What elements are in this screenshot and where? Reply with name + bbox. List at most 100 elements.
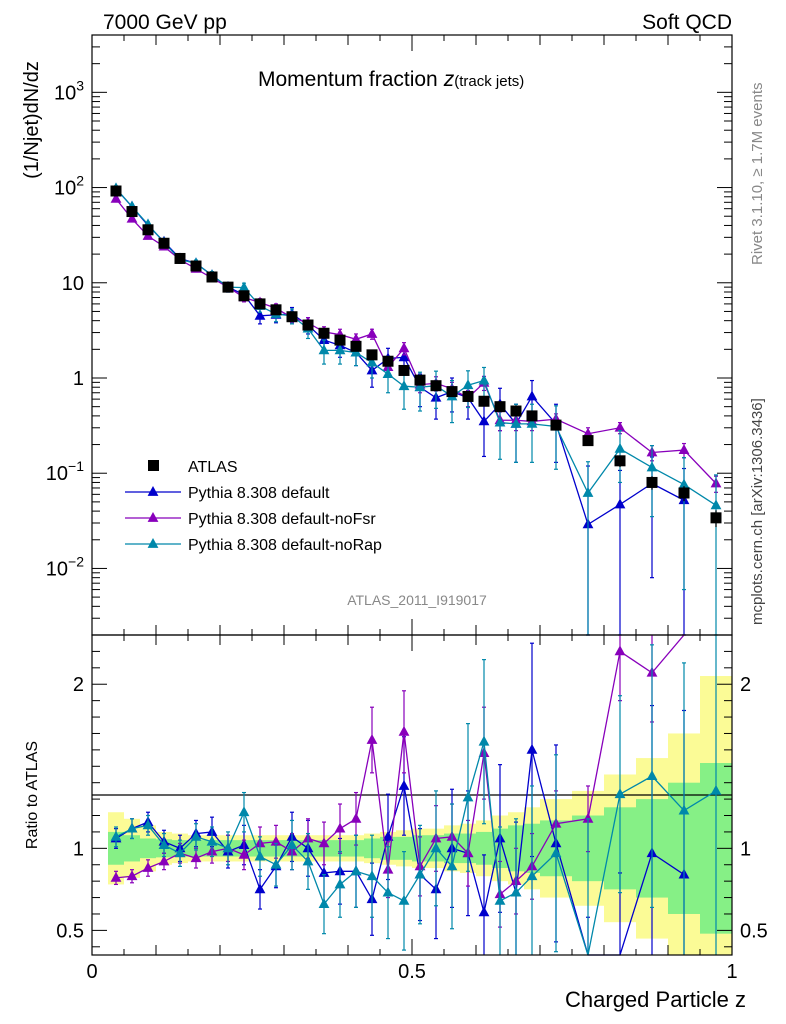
ratio-data-point xyxy=(222,842,234,853)
ratio-data-point xyxy=(614,788,626,799)
data-point xyxy=(206,271,218,283)
legend-label: Pythia 8.308 default-noRap xyxy=(188,537,382,554)
data-point xyxy=(318,334,330,345)
ratio-data-point xyxy=(318,898,330,909)
ratio-data-point xyxy=(158,855,170,866)
chart-title: Momentum fraction z(track jets) xyxy=(258,68,524,91)
y-tick-label: 10 xyxy=(62,273,84,295)
y-tick-label-text: 1 xyxy=(73,368,84,390)
uncertainty-band-inner xyxy=(396,836,412,860)
ratio-y-tick-label: 1 xyxy=(73,838,84,860)
ratio-data-point xyxy=(190,852,202,863)
data-point xyxy=(110,192,122,203)
ratio-data-point xyxy=(286,839,298,849)
data-point xyxy=(678,487,690,499)
data-point xyxy=(678,478,690,489)
data-point xyxy=(550,419,562,431)
main-y-axis-label: (1/Njet)dN/dz xyxy=(21,61,43,179)
ratio-data-point xyxy=(302,855,314,866)
ratio-data-point xyxy=(318,866,330,877)
ratio-series-2 xyxy=(110,635,722,956)
data-point xyxy=(414,374,426,386)
x-tick-label: 1 xyxy=(726,961,737,983)
ratio-data-point xyxy=(318,837,330,848)
mcplots-label: mcplots.cern.ch [arXiv:1306.3436] xyxy=(749,398,766,625)
data-point xyxy=(350,333,362,344)
data-point xyxy=(478,415,490,426)
data-point xyxy=(526,417,538,428)
data-point xyxy=(334,344,346,355)
ratio-data-point xyxy=(334,878,346,889)
data-point xyxy=(142,224,154,236)
data-point xyxy=(710,499,722,510)
data-point xyxy=(678,444,690,454)
data-point xyxy=(382,355,394,367)
data-point xyxy=(398,342,410,353)
ratio-data-point xyxy=(366,870,378,881)
legend-marker xyxy=(147,538,159,548)
ratio-data-point xyxy=(414,868,426,879)
data-point xyxy=(254,309,266,320)
y-tick-label: 103 xyxy=(54,77,84,104)
ratio-data-point xyxy=(446,860,458,871)
chart-title-symbol: z xyxy=(443,68,455,91)
data-point xyxy=(430,380,442,392)
y-tick-label-exponent: −1 xyxy=(68,458,84,474)
y-tick-label-exponent: 3 xyxy=(76,77,84,93)
y-tick-label: 102 xyxy=(54,173,84,200)
ratio-data-point xyxy=(510,886,522,897)
series-3 xyxy=(110,182,722,636)
ratio-data-point xyxy=(334,822,346,833)
ratio-data-point xyxy=(126,822,138,833)
ratio-data-point xyxy=(254,883,266,894)
ratio-data-point xyxy=(478,735,490,746)
x-tick-label: 0.5 xyxy=(398,961,426,983)
ratio-data-point xyxy=(238,806,250,817)
y-tick-label: 10−1 xyxy=(46,458,84,485)
legend-label: Pythia 8.308 default xyxy=(188,485,330,502)
header-left: 7000 GeV pp xyxy=(103,11,227,34)
ratio-data-point xyxy=(190,830,202,841)
ratio-data-point xyxy=(398,894,410,905)
ratio-data-point xyxy=(398,725,410,736)
ratio-data-point xyxy=(430,842,442,853)
ratio-data-point xyxy=(350,865,362,876)
x-axis-label: Charged Particle z xyxy=(565,987,746,1012)
rivet-version-label: Rivet 3.1.10, ≥ 1.7M events xyxy=(749,83,766,266)
ratio-data-point xyxy=(126,870,138,881)
y-tick-label-base: 10 xyxy=(54,178,76,200)
data-point xyxy=(126,206,138,218)
data-point xyxy=(398,380,410,391)
x-tick-label: 0 xyxy=(86,961,97,983)
ratio-data-point xyxy=(526,743,538,754)
ratio-data-point xyxy=(270,835,282,846)
ratio-data-point xyxy=(710,784,722,795)
data-point xyxy=(318,344,330,355)
ratio-data-point xyxy=(526,870,538,881)
ratio-data-point xyxy=(462,791,474,802)
chart-title-main: Momentum fraction xyxy=(258,68,438,91)
data-point xyxy=(494,416,506,427)
data-point xyxy=(462,379,474,390)
data-point xyxy=(526,390,538,401)
data-point xyxy=(174,252,186,264)
data-point xyxy=(110,185,122,197)
ratio-data-point xyxy=(110,871,122,882)
chart-title-subscript: (track jets) xyxy=(454,73,524,90)
data-point xyxy=(238,290,250,302)
data-point xyxy=(334,334,346,346)
ratio-data-point xyxy=(614,645,626,656)
data-point xyxy=(446,386,458,398)
data-point xyxy=(614,421,626,432)
ratio-y-tick-label-right: 1 xyxy=(740,838,751,860)
legend-label: ATLAS xyxy=(188,459,238,476)
y-tick-label: 1 xyxy=(73,368,84,390)
data-point xyxy=(382,368,394,378)
ratio-data-point xyxy=(158,839,170,849)
data-point xyxy=(350,340,362,352)
uncertainty-band-inner xyxy=(124,835,140,862)
data-point xyxy=(318,327,330,339)
series-1 xyxy=(110,182,690,636)
legend-marker xyxy=(148,460,159,471)
